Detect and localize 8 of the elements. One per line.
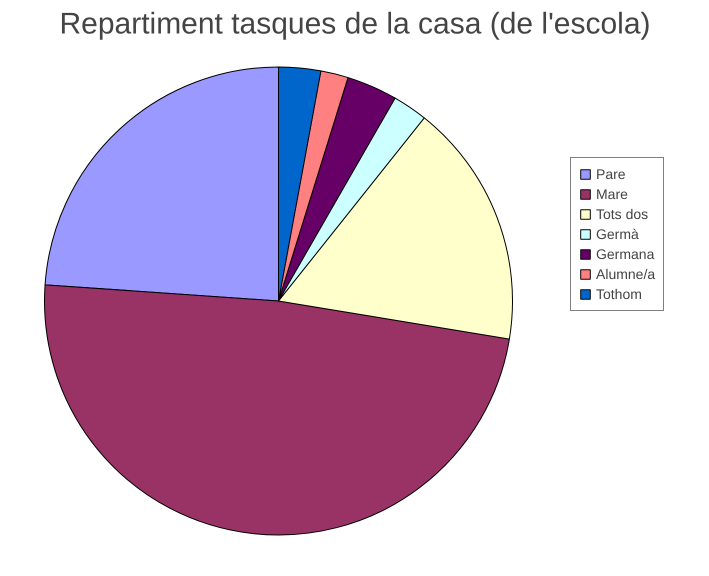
chart-title: Repartiment tasques de la casa (de l'escola) (59, 8, 651, 40)
legend-label: Germà (596, 226, 639, 242)
legend-label: Tots dos (596, 206, 648, 222)
legend-label: Alumne/a (596, 266, 656, 282)
legend-label: Pare (596, 166, 626, 182)
legend-label: Germana (596, 246, 654, 262)
legend-label: Tothom (596, 286, 642, 302)
legend-label: Mare (596, 186, 628, 202)
